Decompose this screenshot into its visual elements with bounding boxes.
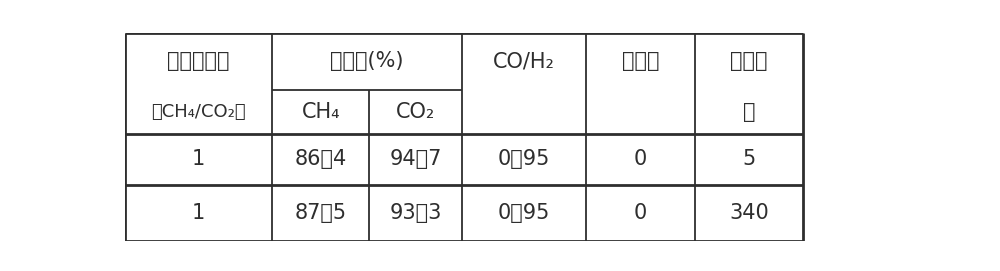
Text: 0．95: 0．95 xyxy=(498,203,550,223)
Text: 1: 1 xyxy=(192,203,205,223)
Text: 5: 5 xyxy=(742,149,756,169)
Text: 0: 0 xyxy=(634,149,647,169)
Text: 340: 340 xyxy=(729,203,769,223)
Text: 转化率(%): 转化率(%) xyxy=(330,51,404,71)
Text: CO₂: CO₂ xyxy=(396,102,435,122)
Text: 0．95: 0．95 xyxy=(498,149,550,169)
Text: CH₄: CH₄ xyxy=(301,102,340,122)
Text: 间: 间 xyxy=(743,102,755,122)
Text: 1: 1 xyxy=(192,149,205,169)
Text: 87．5: 87．5 xyxy=(295,203,347,223)
Text: 86．4: 86．4 xyxy=(295,149,347,169)
Text: （CH₄/CO₂）: （CH₄/CO₂） xyxy=(151,103,246,121)
Text: 原料气组成: 原料气组成 xyxy=(167,51,230,71)
Text: 反应时: 反应时 xyxy=(730,51,768,71)
Text: 积碳量: 积碳量 xyxy=(622,51,659,71)
Text: CO/H₂: CO/H₂ xyxy=(493,51,555,71)
Text: 93．3: 93．3 xyxy=(389,203,442,223)
Text: 0: 0 xyxy=(634,203,647,223)
Text: 94．7: 94．7 xyxy=(389,149,442,169)
